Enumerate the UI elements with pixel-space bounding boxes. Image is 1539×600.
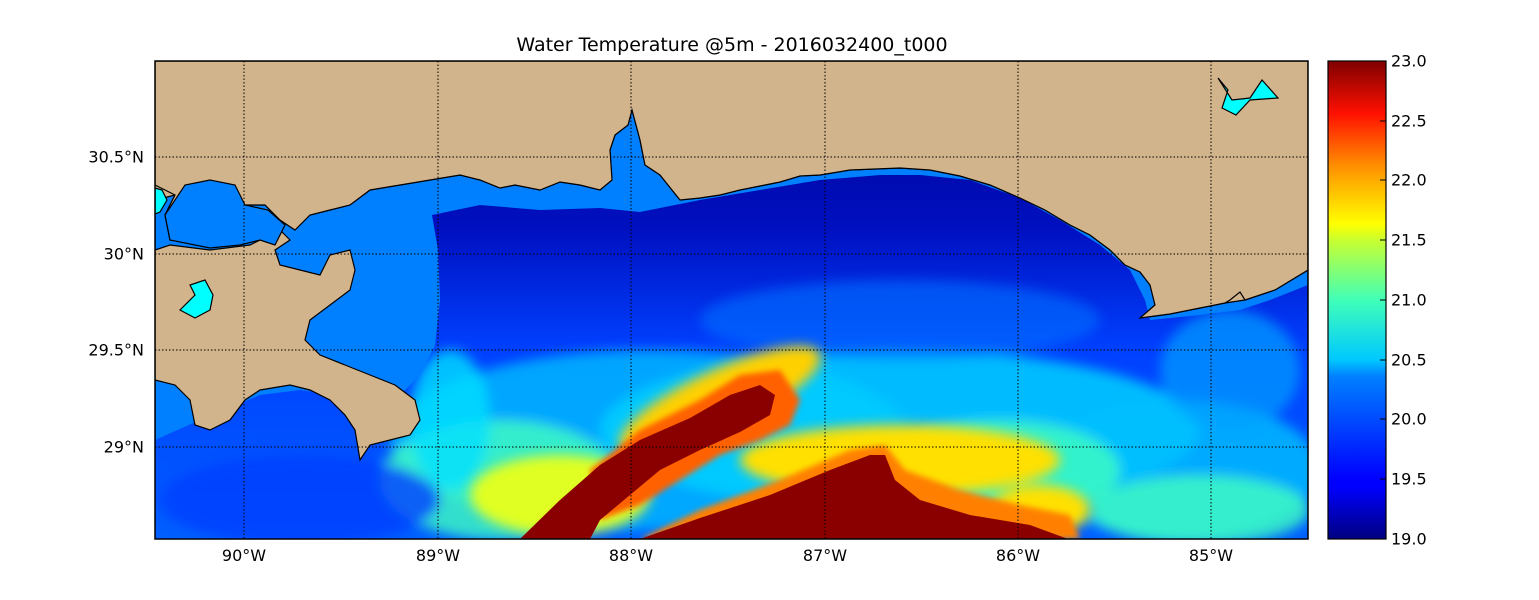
lake-small <box>179 279 214 319</box>
colorbar-tick-label: 19.5 <box>1391 469 1427 489</box>
map-title: Water Temperature @5m - 2016032400_t000 <box>516 34 948 56</box>
lon-tick-label: 88°W <box>608 546 654 565</box>
lat-tick-label: 29.5°N <box>88 340 144 360</box>
colorbar-tick-label: 20.5 <box>1391 350 1427 370</box>
lat-tick-label: 29°N <box>103 437 144 457</box>
colorbar-tick-label: 19.0 <box>1391 529 1427 549</box>
lon-tick-label: 87°W <box>802 546 848 565</box>
lat-tick-label: 30°N <box>103 244 144 264</box>
colorbar-tick-label: 22.5 <box>1391 111 1427 131</box>
colorbar-tick-label: 22.0 <box>1391 170 1427 190</box>
colorbar-tick-label: 20.0 <box>1391 409 1427 429</box>
lon-tick-label: 85°W <box>1188 546 1234 565</box>
grid-lines <box>155 61 1308 539</box>
land-north <box>155 61 1308 319</box>
lon-tick-label: 86°W <box>995 546 1041 565</box>
lon-tick-label: 89°W <box>415 546 461 565</box>
colorbar-tick-label: 21.5 <box>1391 230 1427 250</box>
lake-pontchartrain <box>164 179 286 249</box>
warm-core-north <box>520 385 775 539</box>
map-frame <box>154 60 1309 540</box>
lake-northeast <box>1217 77 1280 116</box>
lon-tick-label: 90°W <box>221 546 267 565</box>
warm-core-south <box>640 455 1068 539</box>
colorbar <box>1327 60 1387 540</box>
lat-tick-label: 30.5°N <box>88 147 144 167</box>
land-delta <box>155 229 421 462</box>
colorbar-tick-label: 23.0 <box>1391 51 1427 71</box>
colorbar-tick-label: 21.0 <box>1391 290 1427 310</box>
colorbar-ticks <box>1380 60 1386 540</box>
lake-edge <box>155 187 168 215</box>
